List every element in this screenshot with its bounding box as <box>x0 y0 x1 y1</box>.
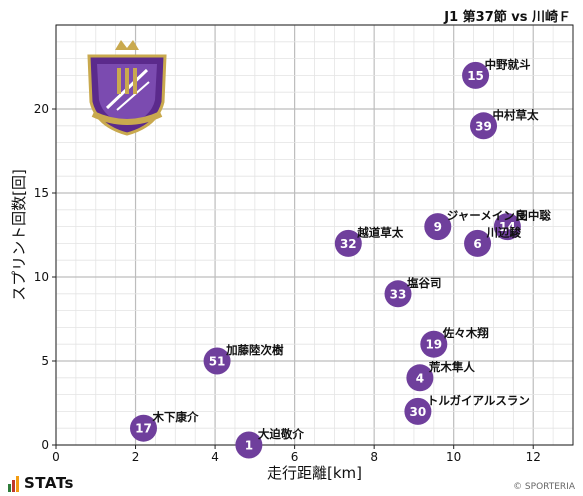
point-marker <box>406 364 434 392</box>
point-marker <box>404 397 432 425</box>
point-marker <box>129 414 157 442</box>
point-number: 19 <box>425 338 442 352</box>
point-number: 9 <box>434 220 442 234</box>
point-label: 木下康介 <box>151 410 198 424</box>
point-marker <box>203 347 231 375</box>
point-marker <box>420 330 448 358</box>
y-axis-label: スプリント回数[回] <box>10 169 28 301</box>
point-marker <box>424 213 452 241</box>
point-number: 15 <box>467 69 484 83</box>
data-point: 1 大迫敬介 <box>235 427 304 459</box>
point-label: 荒木隼人 <box>428 360 475 374</box>
plot-frame <box>55 24 574 446</box>
point-marker <box>462 61 490 89</box>
y-tick-label: 5 <box>41 354 49 368</box>
axis-ticks: 0 2 4 6 8 10 12 0 5 10 15 20 <box>34 102 541 464</box>
point-number: 39 <box>475 119 492 133</box>
match-title: J1 第37節 vs 川崎Ｆ <box>444 10 571 25</box>
team-crest-icon <box>87 40 167 136</box>
point-number: 30 <box>410 405 427 419</box>
point-label: 川辺駿 <box>486 225 522 239</box>
point-label: ジャーメイン良 <box>447 209 527 223</box>
x-tick-label: 4 <box>211 450 219 464</box>
data-point: 4 荒木隼人 <box>406 360 475 392</box>
x-tick-label: 6 <box>291 450 299 464</box>
y-tick-label: 0 <box>41 438 49 452</box>
point-label: 加藤陸次樹 <box>225 343 284 357</box>
stats-brand-text: STATs <box>24 473 74 492</box>
point-number: 33 <box>390 287 407 301</box>
point-label: 大迫敬介 <box>258 427 304 441</box>
x-tick-label: 2 <box>132 450 140 464</box>
stats-brand: STATs <box>8 473 74 492</box>
point-number: 1 <box>245 439 253 453</box>
x-axis-label: 走行距離[km] <box>267 464 362 482</box>
point-label: トルガイアルスラン <box>427 393 530 407</box>
point-marker <box>235 431 263 459</box>
point-marker <box>470 112 498 140</box>
x-tick-label: 0 <box>52 450 60 464</box>
data-point: 6 川辺駿 <box>464 225 522 257</box>
x-tick-label: 8 <box>370 450 378 464</box>
point-label: 中村草太 <box>493 108 539 122</box>
point-marker <box>384 280 412 308</box>
x-tick-label: 10 <box>446 450 461 464</box>
data-points: 15中野就斗39中村草太14田中聡9ジャーメイン良6川辺駿32越道草太33塩谷司… <box>129 57 551 459</box>
copyright: © SPORTERIA <box>513 482 575 492</box>
point-marker <box>493 213 521 241</box>
point-number: 4 <box>416 371 424 385</box>
point-number: 14 <box>499 220 516 234</box>
point-label: 越道草太 <box>356 225 403 239</box>
data-point: 9 ジャーメイン良 <box>424 209 527 241</box>
point-label: 塩谷司 <box>407 276 442 290</box>
point-marker <box>334 229 362 257</box>
point-label: 佐々木翔 <box>442 326 489 340</box>
point-number: 6 <box>473 237 481 251</box>
y-tick-label: 10 <box>34 270 49 284</box>
point-number: 17 <box>135 422 152 436</box>
y-tick-label: 20 <box>34 102 49 116</box>
point-number: 32 <box>340 237 357 251</box>
stats-bars-icon <box>8 473 20 492</box>
point-label: 田中聡 <box>516 209 551 223</box>
x-tick-label: 12 <box>526 450 541 464</box>
point-marker <box>464 229 492 257</box>
y-tick-label: 15 <box>34 186 49 200</box>
point-label: 中野就斗 <box>485 57 531 71</box>
point-number: 51 <box>209 355 226 369</box>
